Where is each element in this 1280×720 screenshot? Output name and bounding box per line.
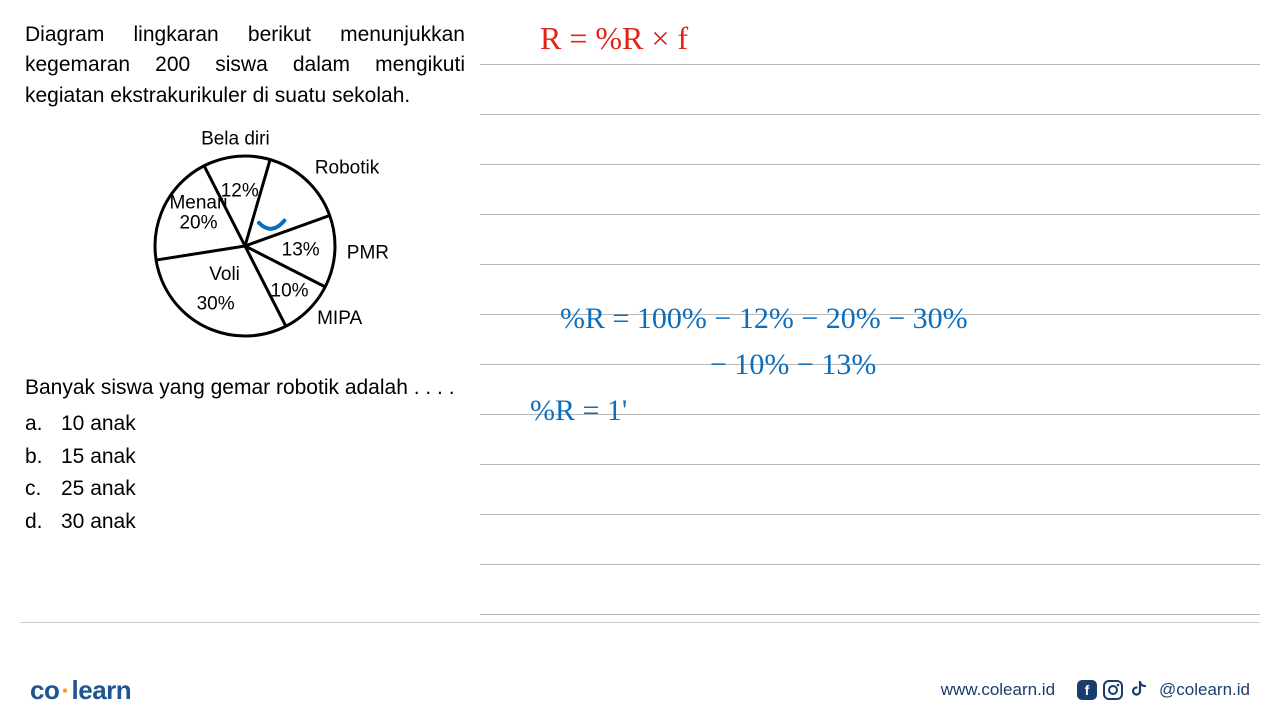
option-text: 15 anak xyxy=(61,441,136,474)
svg-text:10%: 10% xyxy=(271,281,309,302)
pie-chart: 12%Bela diriRobotik13%PMR10%MIPA30%20%Me… xyxy=(115,126,425,376)
social-handle: @colearn.id xyxy=(1159,680,1250,700)
option-letter: b. xyxy=(25,441,61,474)
option-letter: c. xyxy=(25,473,61,506)
svg-text:PMR: PMR xyxy=(347,243,389,264)
svg-text:Menari: Menari xyxy=(169,193,227,214)
option-letter: d. xyxy=(25,506,61,539)
work-panel: R = %R × f %R = 100% − 12% − 20% − 30% −… xyxy=(480,0,1280,620)
svg-text:20%: 20% xyxy=(179,213,217,234)
footer-right: www.colearn.id f @colearn.id xyxy=(941,680,1250,700)
option-text: 30 anak xyxy=(61,506,136,539)
logo: co·learn xyxy=(30,675,131,706)
svg-text:30%: 30% xyxy=(197,294,235,315)
svg-text:f: f xyxy=(1085,682,1090,698)
footer: co·learn www.colearn.id f @colearn.id xyxy=(0,660,1280,720)
instagram-icon xyxy=(1103,680,1123,700)
option-row: d.30 anak xyxy=(25,506,465,539)
handwritten-calc-2: − 10% − 13% xyxy=(710,348,876,382)
svg-text:13%: 13% xyxy=(282,240,320,261)
option-row: b.15 anak xyxy=(25,441,465,474)
option-row: a.10 anak xyxy=(25,408,465,441)
logo-learn: learn xyxy=(72,675,132,705)
website-url: www.colearn.id xyxy=(941,680,1055,700)
option-text: 25 anak xyxy=(61,473,136,506)
option-text: 10 anak xyxy=(61,408,136,441)
problem-statement: Diagram lingkaran berikut menunjukkan ke… xyxy=(25,20,465,111)
question-text: Banyak siswa yang gemar robotik adalah .… xyxy=(25,376,465,400)
handwritten-calc-3: %R = 1' xyxy=(530,394,627,428)
pie-chart-area: 12%Bela diriRobotik13%PMR10%MIPA30%20%Me… xyxy=(25,121,465,371)
option-letter: a. xyxy=(25,408,61,441)
svg-text:Robotik: Robotik xyxy=(315,158,380,179)
svg-text:Voli: Voli xyxy=(209,264,240,285)
problem-panel: Diagram lingkaran berikut menunjukkan ke… xyxy=(0,0,480,620)
tiktok-icon xyxy=(1129,680,1149,700)
facebook-icon: f xyxy=(1077,680,1097,700)
logo-dot: · xyxy=(59,675,71,705)
options-list: a.10 anakb.15 anakc.25 anakd.30 anak xyxy=(25,408,465,538)
separator xyxy=(20,622,1260,623)
handwritten-formula: R = %R × f xyxy=(540,20,688,57)
svg-text:Bela diri: Bela diri xyxy=(201,129,270,150)
handwritten-calc-1: %R = 100% − 12% − 20% − 30% xyxy=(560,302,968,336)
logo-co: co xyxy=(30,675,59,705)
social-icons: f @colearn.id xyxy=(1077,680,1250,700)
svg-text:MIPA: MIPA xyxy=(317,308,362,329)
option-row: c.25 anak xyxy=(25,473,465,506)
